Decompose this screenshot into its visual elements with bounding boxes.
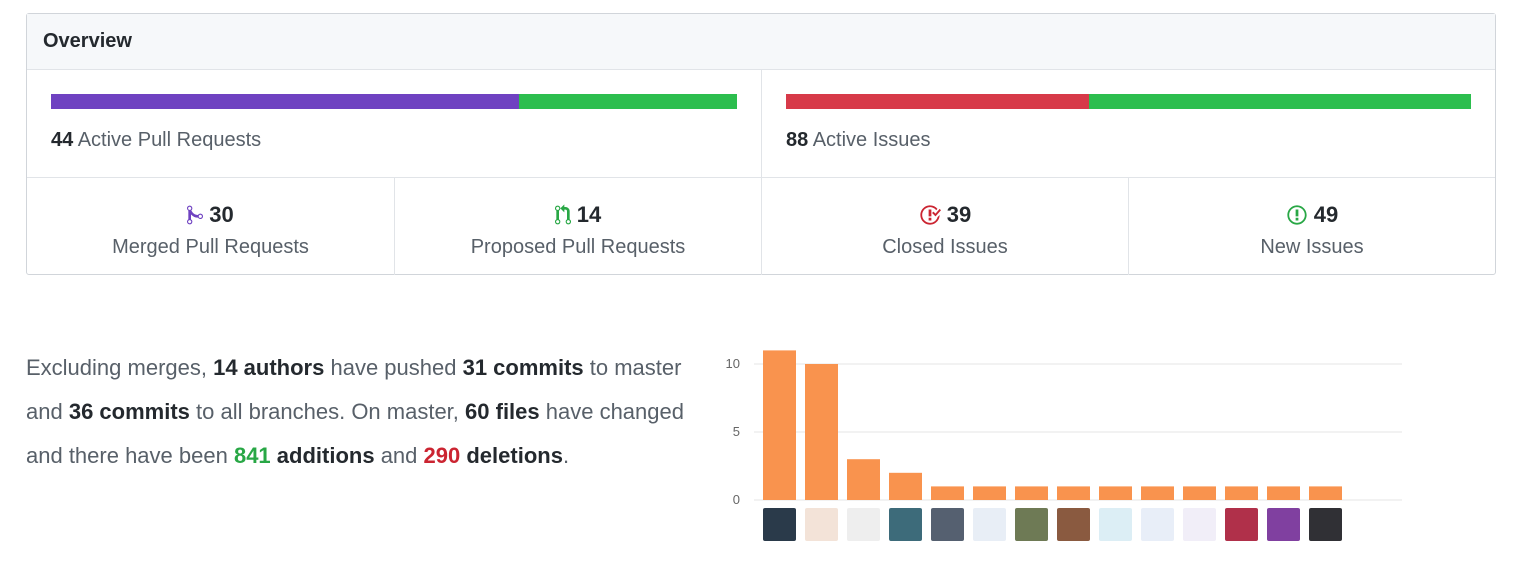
closed-issues-count: 39	[946, 202, 972, 227]
author-avatar[interactable]	[1057, 508, 1090, 541]
commit-bar[interactable]	[1141, 486, 1174, 500]
proposed-pull-requests-count: 14	[576, 202, 602, 227]
author-avatar[interactable]	[1141, 508, 1174, 541]
active-pull-requests-section: 44 Active Pull Requests	[27, 70, 761, 177]
author-avatar[interactable]	[805, 508, 838, 541]
overview-title: Overview	[27, 14, 1495, 70]
additions-count: 841	[233, 443, 271, 468]
summary-text: Excluding merges,	[26, 355, 214, 380]
commit-bar[interactable]	[1099, 486, 1132, 500]
commit-summary: Excluding merges, 14 authors have pushed…	[26, 346, 686, 478]
author-avatar[interactable]	[1225, 508, 1258, 541]
active-pull-requests-label: Active Pull Requests	[77, 129, 262, 151]
y-tick-label: 10	[726, 356, 740, 371]
git-pull-request-icon	[554, 204, 571, 226]
commit-bar[interactable]	[1015, 486, 1048, 500]
summary-text: have changed and there have been	[26, 399, 684, 468]
new-issues-label: New Issues	[1260, 236, 1364, 258]
y-tick-label: 0	[733, 492, 740, 507]
summary-text: .	[562, 443, 570, 468]
active-issues-link[interactable]: 88 Active Issues	[786, 129, 1471, 152]
author-avatar[interactable]	[1309, 508, 1342, 541]
master-commits-count: 31 commits	[462, 355, 584, 380]
commit-bar[interactable]	[889, 472, 922, 500]
new-segment[interactable]	[1089, 94, 1471, 109]
author-avatar[interactable]	[931, 508, 964, 541]
author-avatar[interactable]	[1183, 508, 1216, 541]
active-issues-label: Active Issues	[812, 129, 931, 151]
author-avatars	[710, 508, 1410, 542]
summary-text: and	[374, 443, 424, 468]
all-commits-count: 36 commits	[68, 399, 190, 424]
merged-pull-requests-count: 30	[209, 202, 234, 227]
issue-closed-icon	[919, 204, 941, 226]
issue-opened-icon	[1286, 204, 1308, 226]
commit-bar[interactable]	[1225, 486, 1258, 500]
commit-bar[interactable]	[1309, 486, 1342, 500]
files-changed-count: 60 files	[465, 399, 540, 424]
author-avatar[interactable]	[1267, 508, 1300, 541]
summary-text: to master and	[26, 355, 682, 424]
closed-issues-stat[interactable]: 39 Closed Issues	[761, 178, 1128, 275]
commit-bar[interactable]	[1183, 486, 1216, 500]
merged-segment[interactable]	[51, 94, 519, 109]
commit-bar[interactable]	[1057, 486, 1090, 500]
commit-bar[interactable]	[931, 486, 964, 500]
author-avatar[interactable]	[1015, 508, 1048, 541]
active-issues-section: 88 Active Issues	[761, 70, 1495, 177]
deletions-count: 290	[423, 443, 461, 468]
author-avatar[interactable]	[847, 508, 880, 541]
author-avatar[interactable]	[889, 508, 922, 541]
summary-text: have pushed	[324, 355, 463, 380]
new-issues-stat[interactable]: 49 New Issues	[1128, 178, 1495, 275]
summary-text: to all branches. On master,	[189, 399, 466, 424]
overview-panel: Overview 44 Active Pull Requests 88 Acti…	[26, 13, 1496, 275]
active-pull-requests-link[interactable]: 44 Active Pull Requests	[51, 129, 737, 152]
merged-pull-requests-label: Merged Pull Requests	[112, 236, 309, 258]
additions-word: additions	[276, 443, 375, 468]
open-segment[interactable]	[518, 94, 737, 109]
authors-count: 14 authors	[213, 355, 325, 380]
commit-bar[interactable]	[763, 350, 796, 500]
issues-bar[interactable]	[786, 94, 1471, 109]
git-merge-icon	[187, 204, 204, 226]
proposed-pull-requests-label: Proposed Pull Requests	[470, 236, 686, 258]
pull-requests-bar[interactable]	[51, 94, 737, 109]
commit-bar[interactable]	[847, 459, 880, 500]
commit-bar[interactable]	[973, 486, 1006, 500]
closed-segment[interactable]	[786, 94, 1090, 109]
closed-issues-label: Closed Issues	[882, 236, 1008, 258]
deletions-word: deletions	[466, 443, 563, 468]
active-pull-requests-count: 44	[51, 129, 74, 151]
commits-by-author-chart: 10 5 0	[710, 336, 1410, 546]
author-avatar[interactable]	[1099, 508, 1132, 541]
merged-pull-requests-stat[interactable]: 30 Merged Pull Requests	[27, 178, 394, 275]
proposed-pull-requests-stat[interactable]: 14 Proposed Pull Requests	[394, 178, 761, 275]
commits-bar-chart: 10 5 0	[726, 350, 1402, 507]
author-avatar[interactable]	[763, 508, 796, 541]
active-issues-count: 88	[786, 129, 809, 151]
commit-bar[interactable]	[1267, 486, 1300, 500]
commit-bar[interactable]	[805, 364, 838, 500]
author-avatar[interactable]	[973, 508, 1006, 541]
y-tick-label: 5	[733, 424, 740, 439]
new-issues-count: 49	[1313, 202, 1339, 227]
